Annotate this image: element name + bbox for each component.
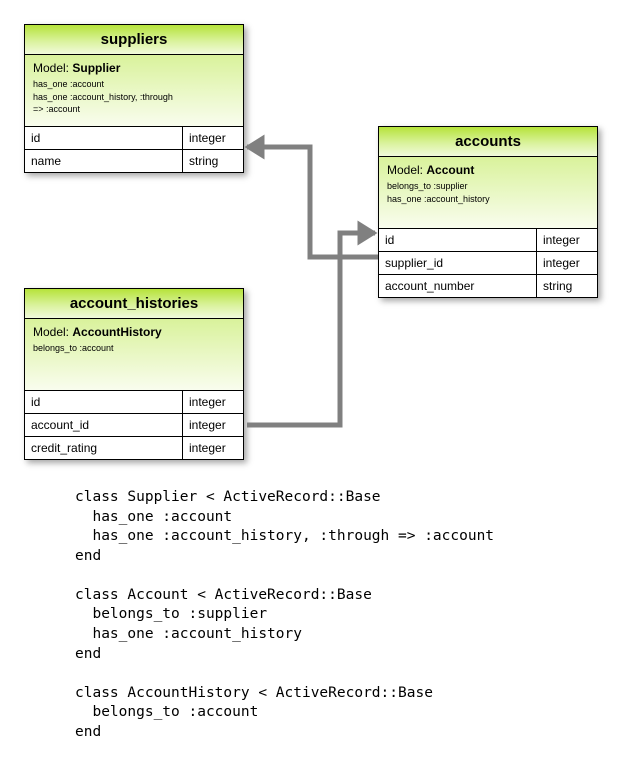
columns: id integer name string <box>25 127 243 172</box>
model-line: Model: Account <box>387 163 589 177</box>
col-type: integer <box>183 437 243 459</box>
model-prefix: Model: <box>387 163 426 177</box>
model-name: AccountHistory <box>72 325 161 339</box>
assoc-line <box>387 205 589 218</box>
column-row: id integer <box>25 127 243 149</box>
entity-meta: Model: Supplier has_one :account has_one… <box>25 55 243 127</box>
assoc-line: has_one :account_history, :through <box>33 91 235 104</box>
assoc-line: => :account <box>33 103 235 116</box>
columns: id integer supplier_id integer account_n… <box>379 229 597 297</box>
column-row: name string <box>25 149 243 172</box>
assoc-line: has_one :account <box>33 78 235 91</box>
col-type: string <box>537 275 597 297</box>
entity-title: account_histories <box>25 289 243 319</box>
col-type: integer <box>183 414 243 436</box>
column-row: credit_rating integer <box>25 436 243 459</box>
code-block: class Supplier < ActiveRecord::Base has_… <box>75 488 494 742</box>
col-name: id <box>25 127 183 149</box>
model-name: Supplier <box>72 61 120 75</box>
col-type: integer <box>183 391 243 413</box>
col-name: account_number <box>379 275 537 297</box>
model-name: Account <box>426 163 474 177</box>
model-line: Model: AccountHistory <box>33 325 235 339</box>
col-name: id <box>379 229 537 251</box>
column-row: supplier_id integer <box>379 251 597 274</box>
entity-suppliers: suppliers Model: Supplier has_one :accou… <box>24 24 244 173</box>
col-name: account_id <box>25 414 183 436</box>
entity-accounts: accounts Model: Account belongs_to :supp… <box>378 126 598 298</box>
entity-title: suppliers <box>25 25 243 55</box>
col-type: string <box>183 150 243 172</box>
col-name: name <box>25 150 183 172</box>
column-row: id integer <box>25 391 243 413</box>
edge-accounts-to-suppliers <box>247 147 378 257</box>
model-prefix: Model: <box>33 61 72 75</box>
assoc-line <box>33 367 235 380</box>
model-prefix: Model: <box>33 325 72 339</box>
col-type: integer <box>537 229 597 251</box>
entity-account-histories: account_histories Model: AccountHistory … <box>24 288 244 460</box>
assoc-line <box>33 355 235 368</box>
model-line: Model: Supplier <box>33 61 235 75</box>
entity-title: accounts <box>379 127 597 157</box>
col-type: integer <box>183 127 243 149</box>
entity-meta: Model: Account belongs_to :supplier has_… <box>379 157 597 229</box>
col-type: integer <box>537 252 597 274</box>
entity-meta: Model: AccountHistory belongs_to :accoun… <box>25 319 243 391</box>
column-row: account_number string <box>379 274 597 297</box>
col-name: supplier_id <box>379 252 537 274</box>
column-row: account_id integer <box>25 413 243 436</box>
assoc-line: has_one :account_history <box>387 193 589 206</box>
edge-histories-to-accounts <box>247 233 375 425</box>
columns: id integer account_id integer credit_rat… <box>25 391 243 459</box>
col-name: id <box>25 391 183 413</box>
column-row: id integer <box>379 229 597 251</box>
assoc-line: belongs_to :account <box>33 342 235 355</box>
assoc-line: belongs_to :supplier <box>387 180 589 193</box>
col-name: credit_rating <box>25 437 183 459</box>
